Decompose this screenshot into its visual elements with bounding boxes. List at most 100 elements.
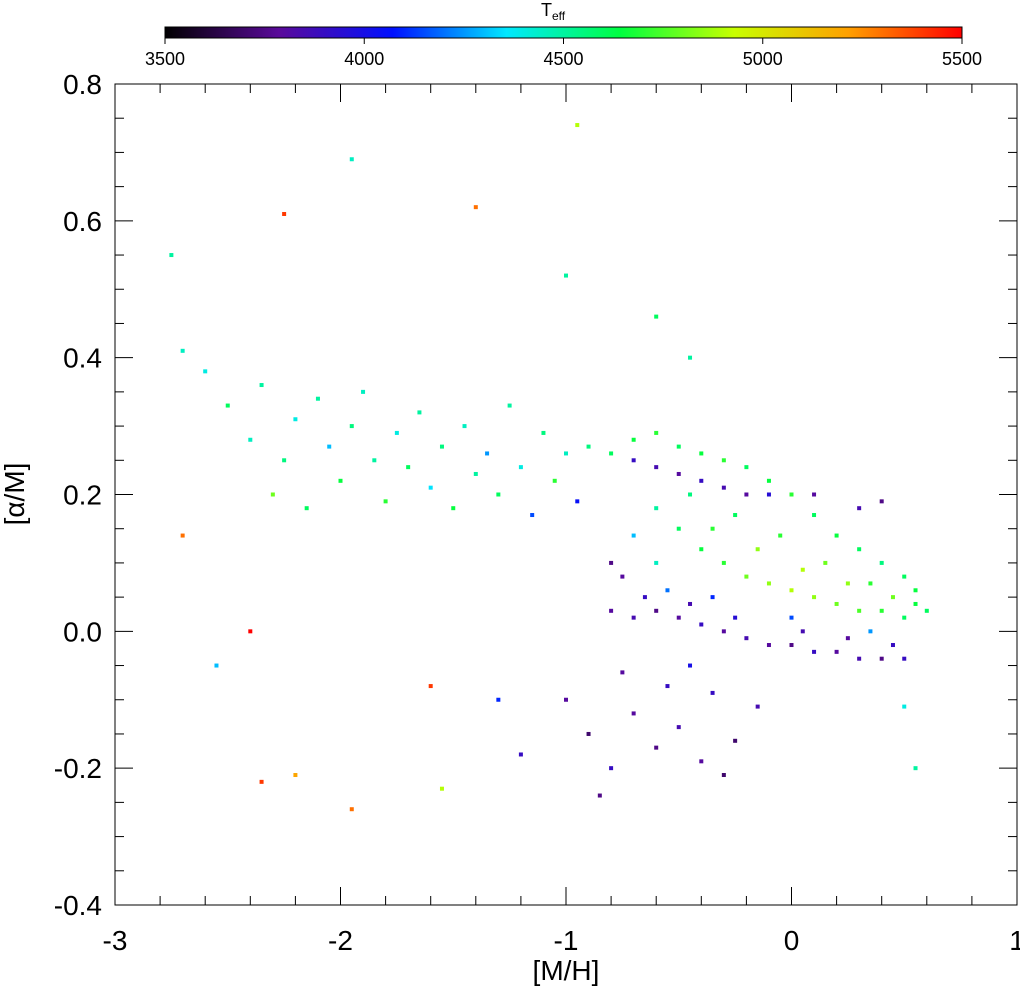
point — [586, 731, 591, 736]
point — [879, 560, 884, 565]
point — [304, 506, 309, 511]
point — [812, 649, 817, 654]
point — [857, 547, 862, 552]
point — [812, 492, 817, 497]
point — [507, 403, 512, 408]
point — [564, 697, 568, 702]
point — [744, 492, 749, 497]
point — [913, 588, 918, 593]
colorbar-title: Teff — [541, 0, 566, 23]
point — [676, 725, 681, 730]
point — [564, 451, 568, 456]
point — [676, 444, 681, 449]
point — [439, 786, 444, 791]
point — [688, 601, 693, 606]
point — [699, 622, 704, 627]
point — [665, 684, 670, 689]
point — [812, 595, 817, 600]
point — [349, 424, 354, 429]
colorbar — [164, 26, 963, 39]
point — [812, 513, 817, 518]
point — [282, 211, 287, 216]
point — [699, 451, 704, 456]
point — [654, 314, 659, 319]
point — [699, 759, 704, 764]
point — [282, 458, 287, 463]
y-tick-label: -0.4 — [54, 890, 102, 921]
point — [733, 615, 738, 620]
point — [564, 273, 568, 278]
point — [721, 773, 726, 778]
point — [890, 595, 895, 600]
point — [676, 471, 681, 476]
point — [755, 547, 760, 552]
point — [665, 588, 670, 593]
point — [744, 636, 749, 641]
point — [710, 595, 715, 600]
point — [609, 766, 614, 771]
y-tick-label: -0.2 — [54, 753, 102, 784]
point — [654, 430, 659, 435]
point — [586, 444, 591, 449]
y-tick-label: 0.4 — [63, 343, 102, 374]
point — [338, 478, 343, 483]
point — [383, 499, 388, 504]
y-tick-label: 0.8 — [63, 69, 102, 100]
point — [248, 437, 253, 442]
point — [462, 424, 467, 429]
point — [327, 444, 332, 449]
point — [676, 615, 681, 620]
point — [688, 492, 693, 497]
point — [620, 574, 625, 579]
point — [766, 492, 771, 497]
point — [879, 608, 884, 613]
y-tick-label: 0.6 — [63, 206, 102, 237]
point — [913, 601, 918, 606]
point — [439, 444, 444, 449]
point — [428, 485, 433, 490]
x-tick-label: 1 — [1009, 925, 1020, 956]
point — [518, 752, 523, 757]
point — [654, 506, 659, 511]
point — [552, 478, 557, 483]
point — [473, 471, 478, 476]
point — [631, 615, 636, 620]
point — [902, 704, 907, 709]
point — [766, 581, 771, 586]
point — [631, 711, 636, 716]
point — [518, 465, 523, 470]
point — [721, 560, 726, 565]
point — [654, 465, 659, 470]
point — [496, 492, 501, 497]
point — [361, 389, 366, 394]
point — [902, 656, 907, 661]
points — [169, 123, 929, 812]
point — [609, 608, 614, 613]
point — [259, 779, 264, 784]
point — [845, 581, 850, 586]
point — [744, 465, 749, 470]
point — [823, 560, 828, 565]
point — [349, 157, 354, 162]
point — [406, 465, 411, 470]
point — [575, 499, 580, 504]
x-tick-label: 0 — [784, 925, 800, 956]
point — [394, 430, 399, 435]
point — [293, 773, 298, 778]
point — [575, 123, 580, 128]
point — [631, 437, 636, 442]
x-axis-title: [M/H] — [533, 955, 600, 986]
colorbar-tick-label: 4000 — [344, 49, 384, 69]
point — [868, 629, 873, 634]
point — [214, 663, 219, 668]
point — [688, 355, 693, 360]
point — [924, 608, 929, 613]
point — [721, 458, 726, 463]
point — [169, 253, 174, 258]
point — [609, 451, 614, 456]
point — [620, 670, 625, 675]
point — [609, 560, 614, 565]
point — [676, 526, 681, 531]
colorbar-tick-label: 3500 — [145, 49, 185, 69]
